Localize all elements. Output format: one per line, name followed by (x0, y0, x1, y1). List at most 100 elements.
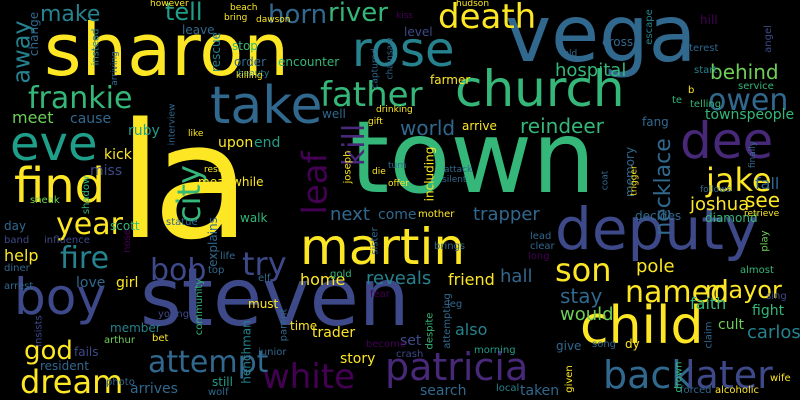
word-walk: walk (240, 211, 268, 225)
word-beauty: beauty (238, 69, 270, 79)
word-dream: dream (20, 363, 124, 400)
word-carlos: carlos (747, 322, 800, 343)
word-stay: stay (560, 284, 603, 308)
word-eve: eve (10, 116, 98, 172)
word-fails: fails (74, 345, 99, 359)
word-story: story (340, 351, 376, 367)
word-resident: resident (40, 359, 89, 373)
word-would: would (560, 304, 614, 325)
word-fall: fall (755, 174, 780, 193)
word-year: year (56, 207, 123, 242)
word-bob: bob (150, 253, 207, 288)
word-forced: forced (680, 385, 712, 396)
word-explains: explains (205, 217, 220, 267)
word-angel: angel (762, 25, 774, 53)
word-also: also (455, 320, 488, 339)
word-patricia: patricia (385, 345, 529, 389)
word-hospital: hospital (555, 60, 627, 81)
word-make: make (40, 2, 101, 27)
word-photo: photo (106, 377, 135, 388)
word-instead: instead (90, 28, 102, 66)
word-brings: brings (434, 241, 466, 252)
word-interest: interest (680, 43, 719, 54)
word-fear: fear (370, 289, 390, 300)
word-ruby: ruby (128, 123, 160, 139)
word-later: later (685, 353, 773, 397)
word-shadow: shadow (81, 175, 93, 215)
word-rest: rest (204, 165, 222, 175)
word-play: play (759, 230, 771, 252)
word-member: member (110, 321, 161, 335)
word-end: end (254, 135, 281, 151)
word-chainsaw: chainsaw (385, 37, 396, 80)
word-fire: fire (60, 241, 110, 276)
word-gift: gift (368, 117, 383, 127)
word-captured: captured (370, 48, 381, 89)
word-meet: meet (12, 108, 54, 127)
word-faith: faith (690, 294, 727, 313)
word-gold: gold (330, 269, 352, 280)
word-child: child (580, 296, 704, 356)
word-arthur: arthur (104, 335, 135, 346)
word-miss: miss (90, 163, 123, 179)
word-la: la (118, 88, 250, 275)
word-morning: morning (474, 345, 516, 356)
word-like: like (188, 129, 204, 139)
word-top: top (208, 265, 225, 276)
word-life: life (220, 251, 236, 262)
word-wolf: wolf (208, 387, 229, 398)
word-fang: fang (642, 115, 669, 129)
word-sharon: sharon (44, 8, 289, 92)
word-hall: hall (500, 266, 533, 287)
word-mayor: mayor (705, 276, 782, 304)
word-leaf: leaf (295, 151, 336, 215)
word-arrest: arrest (4, 281, 34, 292)
word-still: still (212, 375, 233, 389)
word-insists: insists (33, 315, 45, 347)
word-day: day (4, 219, 27, 233)
word-wife: wife (770, 373, 791, 384)
word-cause: cause (70, 111, 112, 127)
word-interview: interview (167, 103, 178, 146)
word-band: band (4, 235, 30, 246)
word-trigger: trigger (629, 165, 640, 196)
word-community: community (194, 278, 206, 336)
word-take: take (210, 76, 323, 136)
word-help: help (4, 246, 39, 265)
word-telling: telling (690, 99, 722, 110)
word-joseph: joseph (342, 150, 354, 184)
word-friend: friend (448, 270, 495, 289)
word-frankie: frankie (28, 81, 133, 116)
word-taken: taken (520, 383, 560, 399)
word-behind: behind (710, 60, 779, 84)
word-must: must (248, 297, 279, 311)
word-start: start (694, 65, 718, 76)
word-find: find (14, 158, 106, 214)
word-beach: beach (230, 3, 258, 13)
word-drinking: drinking (376, 105, 413, 115)
word-jake: jake (706, 161, 772, 199)
word-te: te (672, 95, 683, 106)
word-given: given (563, 365, 575, 393)
word-try: try (242, 245, 287, 283)
word-crash: crash (396, 349, 424, 360)
word-kick: kick (104, 147, 132, 163)
word-meanwhile: meanwhile (198, 175, 264, 189)
word-including: including (422, 146, 437, 202)
word-order: order (234, 55, 266, 69)
word-love: love (76, 275, 106, 291)
word-death: death (438, 0, 537, 37)
word-leg: leg (447, 299, 463, 310)
word-junior: junior (258, 347, 287, 358)
word-owen: owen (708, 83, 789, 118)
word-level: level (404, 25, 433, 39)
word-steven: steven (140, 251, 410, 344)
word-give: give (556, 339, 582, 353)
word-leave: leave (182, 23, 215, 37)
word-bring: bring (224, 13, 248, 23)
word-rescue: rescue (208, 32, 223, 72)
word-tell: tell (165, 0, 203, 26)
word-horn: horn (268, 0, 328, 30)
word-kiss: kiss (396, 11, 414, 21)
